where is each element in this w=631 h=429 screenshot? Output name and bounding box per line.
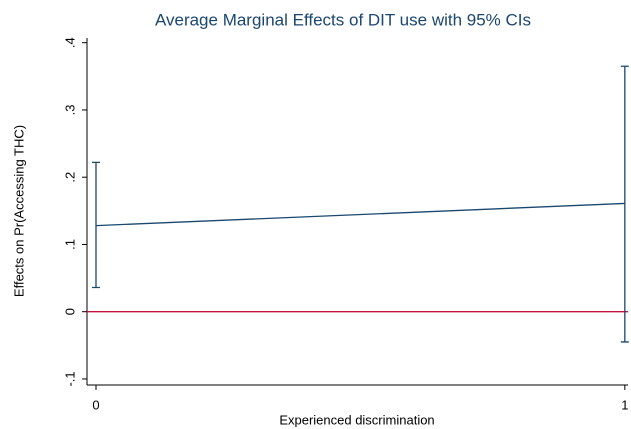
line	[95, 202, 625, 227]
x-tick-label: 1	[621, 397, 628, 412]
y-tick-label: .2	[62, 172, 77, 183]
chart-title: Average Marginal Effects of DIT use with…	[155, 10, 531, 29]
y-tick-label: -.1	[62, 371, 77, 386]
error-bar	[91, 161, 100, 289]
error-bar	[620, 65, 629, 343]
x-axis-label: Experienced discrimination	[279, 412, 434, 427]
y-tick-label: .4	[62, 37, 77, 48]
y-tick-label: .3	[62, 105, 77, 116]
y-tick-label: 0	[62, 308, 77, 315]
x-tick-label: 0	[92, 397, 99, 412]
y-tick-label: .1	[62, 239, 77, 250]
y-axis-label: Effects on Pr(Accessing THC)	[11, 125, 26, 297]
